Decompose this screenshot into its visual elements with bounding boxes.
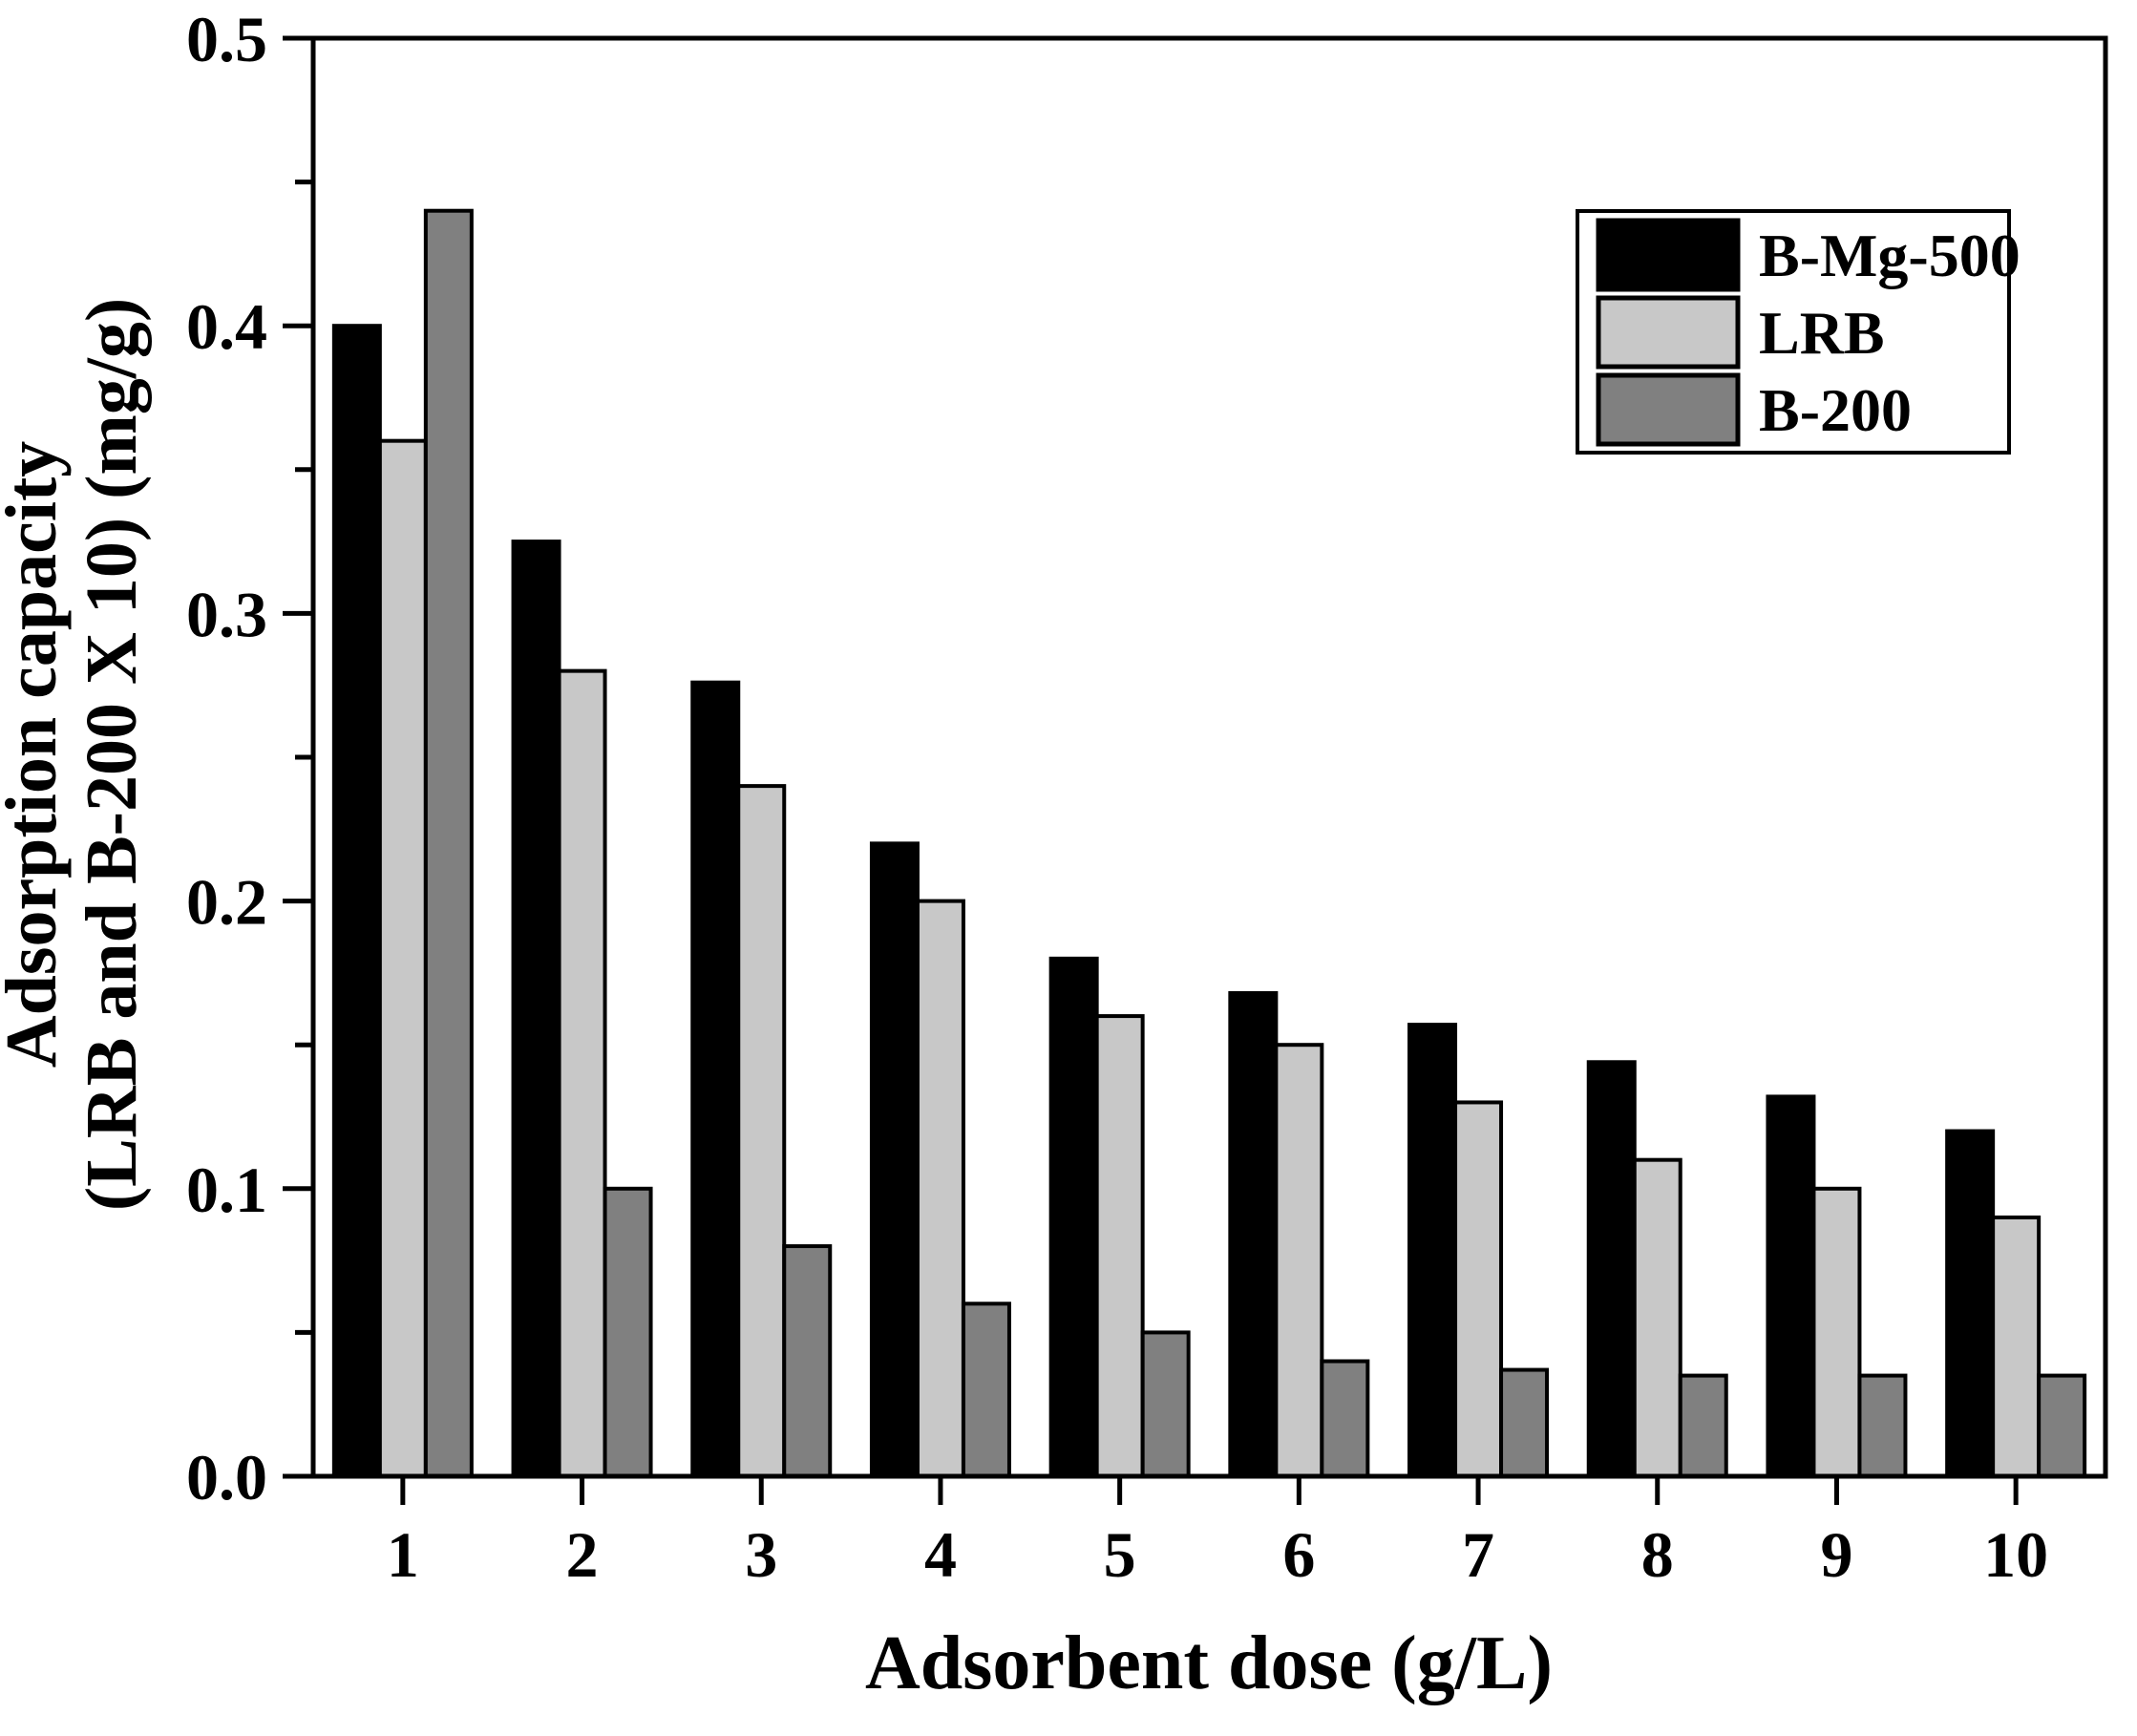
- bar-b-200-dose-8: [1678, 1373, 1728, 1478]
- legend-swatch-lrb: [1596, 295, 1741, 370]
- bar-b-200-dose-3: [782, 1244, 833, 1479]
- bars-layer: [331, 208, 2087, 1479]
- bar-b-mg-500-dose-6: [1228, 990, 1279, 1478]
- bar-b-mg-500-dose-3: [690, 680, 741, 1478]
- bar-b-200-dose-7: [1499, 1367, 1550, 1479]
- y-axis-tick-label: 0.4: [186, 290, 267, 363]
- x-axis-tick-label: 8: [1641, 1518, 1674, 1591]
- x-axis-tick-label: 3: [745, 1518, 777, 1591]
- y-axis-tick-label: 0.3: [186, 578, 267, 650]
- bar-b-200-dose-10: [2037, 1373, 2087, 1478]
- bar-b-mg-500-dose-8: [1586, 1060, 1637, 1478]
- axes-layer: 0.0 0.1 0.2 0.3 0.4 0.5 1 2 3 4 5 6 7 8 9 10: [186, 3, 2108, 1591]
- bar-b-200-dose-6: [1320, 1359, 1370, 1479]
- bar-b-mg-500-dose-1: [331, 324, 382, 1479]
- bar-b-200-dose-2: [603, 1186, 653, 1479]
- y-axis-tick-label: 0.5: [186, 3, 267, 75]
- bar-b-200-dose-9: [1857, 1373, 1908, 1478]
- legend-swatch-b-mg-500: [1596, 218, 1741, 292]
- y-axis-tick-label: 0.0: [186, 1441, 267, 1514]
- x-axis-tick-label: 6: [1282, 1518, 1315, 1591]
- y-axis-tick-label: 0.2: [186, 866, 267, 939]
- bar-b-mg-500-dose-4: [869, 841, 920, 1478]
- x-axis-tick-label: 2: [566, 1518, 599, 1591]
- x-axis-title: Adsorbent dose (g/L): [865, 1621, 1553, 1705]
- y-axis-title-line1: Adsorption capacity: [0, 441, 72, 1069]
- legend-swatch-b-200: [1596, 372, 1741, 447]
- bar-b-200-dose-4: [961, 1302, 1011, 1479]
- y-axis-title-line2: (LRB and B-200 X 10) (mg/g): [72, 298, 152, 1211]
- bar-lrb-dose-4: [915, 899, 965, 1478]
- x-axis-tick-label: 10: [1983, 1518, 2048, 1591]
- x-axis-tick-label: 5: [1104, 1518, 1136, 1591]
- bar-lrb-dose-3: [736, 784, 787, 1478]
- bar-lrb-dose-10: [1991, 1215, 2042, 1479]
- bar-b-mg-500-dose-5: [1048, 956, 1099, 1478]
- bar-b-mg-500-dose-10: [1945, 1129, 1996, 1479]
- bar-lrb-dose-9: [1811, 1186, 1862, 1479]
- bar-b-mg-500-dose-9: [1766, 1094, 1816, 1479]
- bar-lrb-dose-8: [1632, 1157, 1682, 1479]
- bar-b-200-dose-5: [1140, 1330, 1191, 1479]
- bar-b-200-dose-1: [423, 208, 474, 1479]
- bar-lrb-dose-7: [1453, 1100, 1504, 1478]
- x-axis-tick-label: 4: [924, 1518, 957, 1591]
- bar-lrb-dose-5: [1094, 1014, 1145, 1478]
- legend-layer: B-Mg-500 LRB B-200: [1576, 209, 2021, 455]
- x-axis-tick-label: 7: [1462, 1518, 1494, 1591]
- legend-label-b-200: B-200: [1759, 376, 1912, 444]
- bar-lrb-dose-1: [377, 438, 428, 1478]
- y-axis-tick-label: 0.1: [186, 1154, 267, 1226]
- bar-b-mg-500-dose-2: [511, 540, 561, 1478]
- x-axis-tick-label: 9: [1820, 1518, 1852, 1591]
- legend-label-b-mg-500: B-Mg-500: [1759, 222, 2021, 289]
- bar-b-mg-500-dose-7: [1407, 1023, 1458, 1478]
- bar-lrb-dose-2: [557, 668, 607, 1478]
- x-axis-tick-label: 1: [387, 1518, 419, 1591]
- legend-label-lrb: LRB: [1759, 299, 1885, 367]
- bar-lrb-dose-6: [1274, 1043, 1324, 1478]
